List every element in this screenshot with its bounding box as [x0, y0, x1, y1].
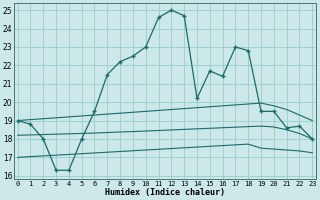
X-axis label: Humidex (Indice chaleur): Humidex (Indice chaleur) — [105, 188, 225, 197]
